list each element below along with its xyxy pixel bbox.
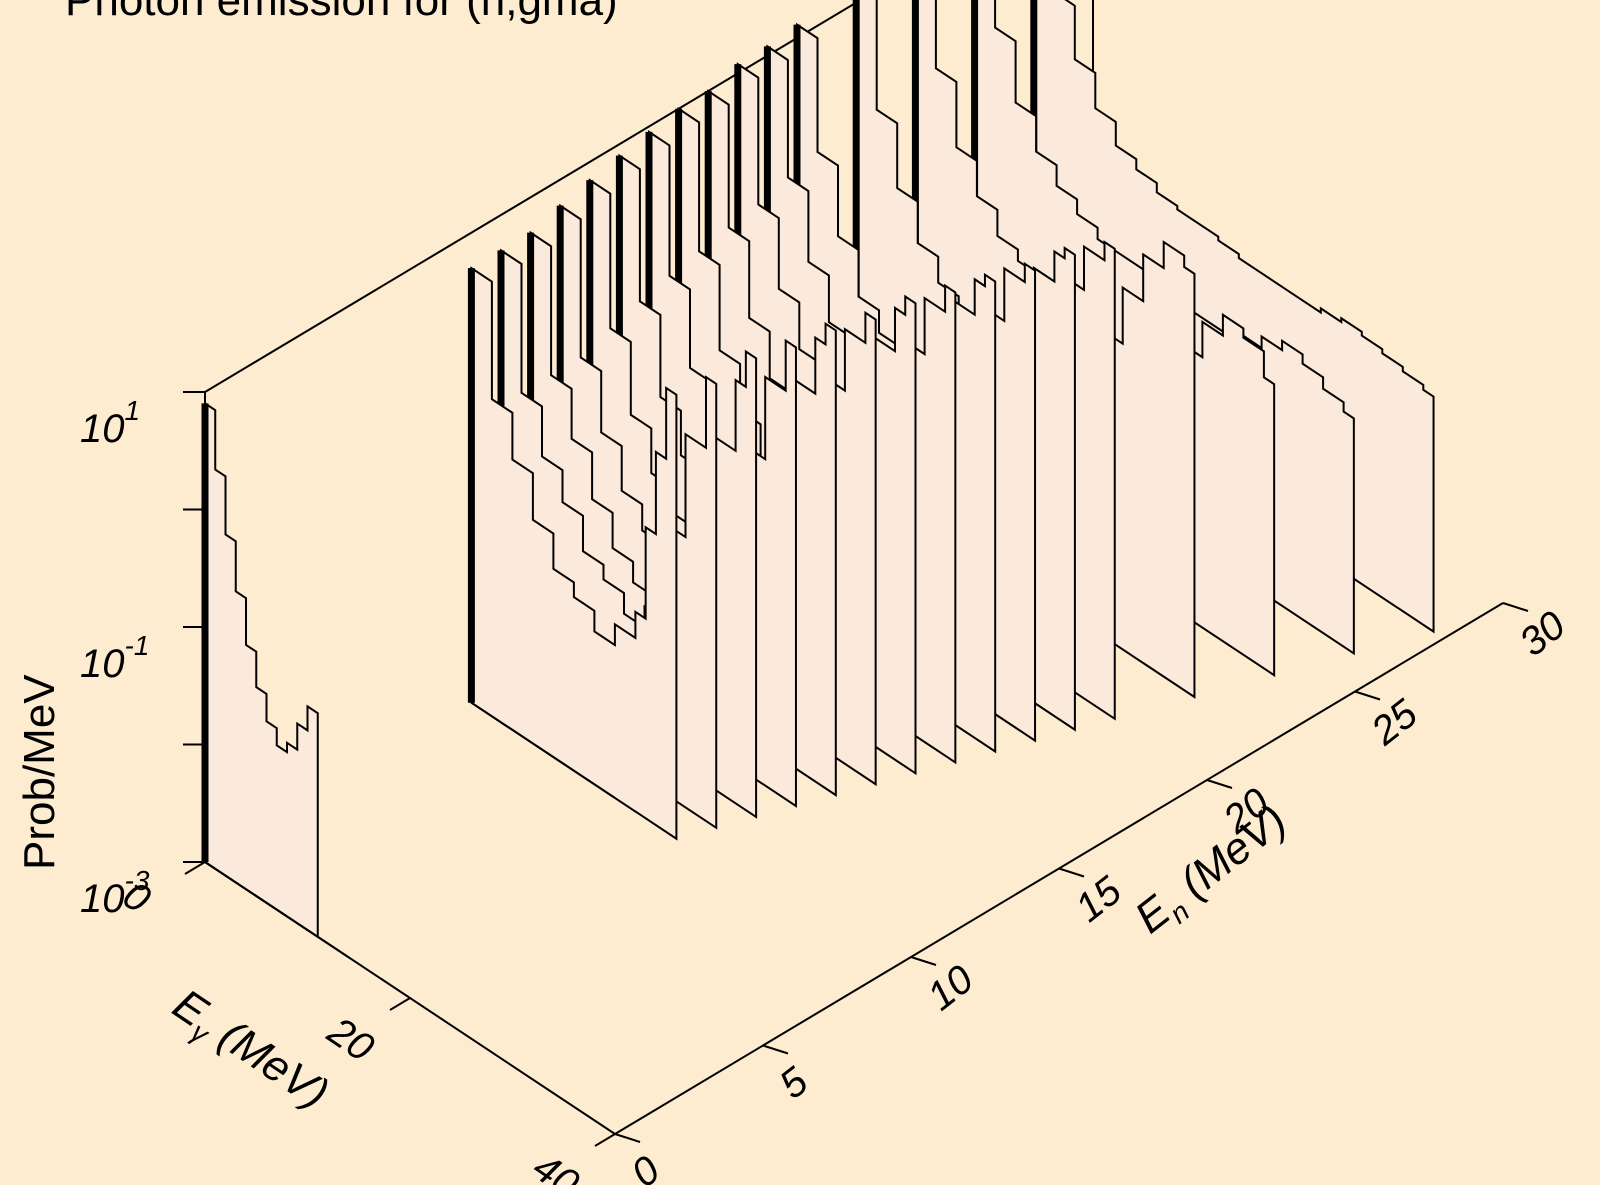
y-tick-label: 0 xyxy=(623,1148,668,1185)
y-tick-label: 25 xyxy=(1363,691,1427,754)
spectrum-en-0 xyxy=(201,401,350,959)
z-tick-exp: 1 xyxy=(125,395,141,426)
back-top-edge xyxy=(204,0,863,393)
x-tick-mark xyxy=(389,997,411,1011)
z-tick-base: 10 xyxy=(80,877,125,921)
z-tick-label: 101 xyxy=(80,395,140,451)
spectrum-baseline xyxy=(470,701,616,799)
y-tick-mark xyxy=(1502,602,1529,612)
z-tick-label: 10-1 xyxy=(80,630,149,686)
spectrum-en-9 xyxy=(467,266,678,841)
x-axis-label: Eγ (MeV) xyxy=(161,980,337,1124)
x-tick-label: 20 xyxy=(319,1008,381,1070)
z-tick-label: 10-3 xyxy=(80,865,150,921)
y-tick-label: 30 xyxy=(1511,603,1573,665)
x-tick-label: 40 xyxy=(525,1145,586,1185)
z-axis-label: Prob/MeV xyxy=(15,674,64,870)
z-tick-base: 10 xyxy=(80,407,125,451)
spectrum-fill xyxy=(470,266,678,841)
spectrum-fill xyxy=(204,401,319,939)
chart-title: Photon emission for (n,gma) xyxy=(65,0,618,25)
series-group xyxy=(201,0,1435,959)
y-tick-mark xyxy=(1354,690,1381,701)
x-tick-mark xyxy=(184,861,206,875)
z-tick-exp: -3 xyxy=(125,865,150,896)
y-tick-mark xyxy=(1058,867,1085,878)
z-tick-base: 10 xyxy=(80,642,125,686)
x-axis-label-unit: (MeV) xyxy=(200,1004,337,1118)
spectrum-baseline xyxy=(204,861,350,959)
y-axis-label: En (MeV) xyxy=(1126,795,1299,947)
y-tick-mark xyxy=(614,1133,641,1143)
y-tick-mark xyxy=(910,956,937,966)
y-tick-label: 5 xyxy=(771,1059,816,1108)
y-tick-label: 15 xyxy=(1067,868,1130,931)
z-tick-exp: -1 xyxy=(125,630,150,661)
y-tick-mark xyxy=(762,1044,789,1055)
y-tick-label: 10 xyxy=(919,957,981,1019)
x-tick-mark xyxy=(594,1133,616,1147)
y-tick-mark xyxy=(1206,779,1233,789)
